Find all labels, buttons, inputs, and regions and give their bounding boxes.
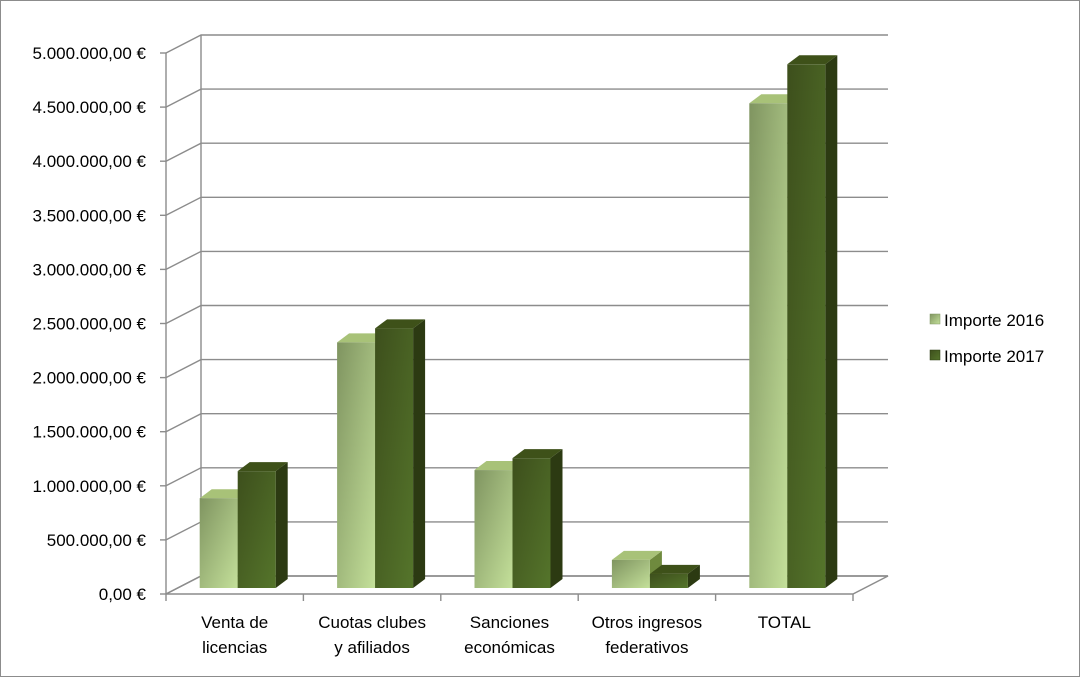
- bar-2017: [375, 319, 426, 588]
- y-tick-label: 2.000.000,00 €: [33, 369, 147, 388]
- bar-2017: [512, 449, 563, 588]
- y-tick-label: 1.500.000,00 €: [33, 423, 147, 442]
- axis-labels: 0,00 € 500.000,00 € 1.000.000,00 € 1.500.00…: [33, 44, 811, 657]
- x-category-label: TOTAL: [758, 613, 811, 632]
- y-tick-label: 500.000,00 €: [47, 531, 147, 550]
- x-category-label: Otros ingresos federativos: [592, 613, 703, 657]
- y-tick-label: 5.000.000,00 €: [33, 44, 147, 63]
- bar-2017: [787, 55, 838, 588]
- y-tick-label: 3.500.000,00 €: [33, 206, 147, 225]
- legend-swatch: [929, 349, 941, 361]
- gridline: [165, 34, 888, 54]
- bar-2017: [237, 462, 288, 588]
- legend: Importe 2016 Importe 2017: [929, 311, 1044, 366]
- x-category-label: Cuotas clubes y afiliados: [318, 613, 426, 657]
- legend-swatch: [929, 313, 941, 325]
- legend-label: Importe 2016: [944, 311, 1044, 330]
- axes: [160, 35, 889, 601]
- legend-label: Importe 2017: [944, 347, 1044, 366]
- x-category-label: Sanciones económicas: [464, 613, 555, 657]
- floor: [165, 575, 889, 595]
- y-tick-label: 2.500.000,00 €: [33, 315, 147, 334]
- bar-2017: [649, 564, 700, 588]
- y-tick-label: 4.000.000,00 €: [33, 152, 147, 171]
- y-tick-label: 0,00 €: [99, 585, 147, 604]
- y-tick-label: 1.000.000,00 €: [33, 477, 147, 496]
- bars: [199, 55, 838, 588]
- y-tick-label: 4.500.000,00 €: [33, 98, 147, 117]
- y-tick-label: 3.000.000,00 €: [33, 260, 147, 279]
- x-category-label: Venta de licencias: [201, 613, 268, 657]
